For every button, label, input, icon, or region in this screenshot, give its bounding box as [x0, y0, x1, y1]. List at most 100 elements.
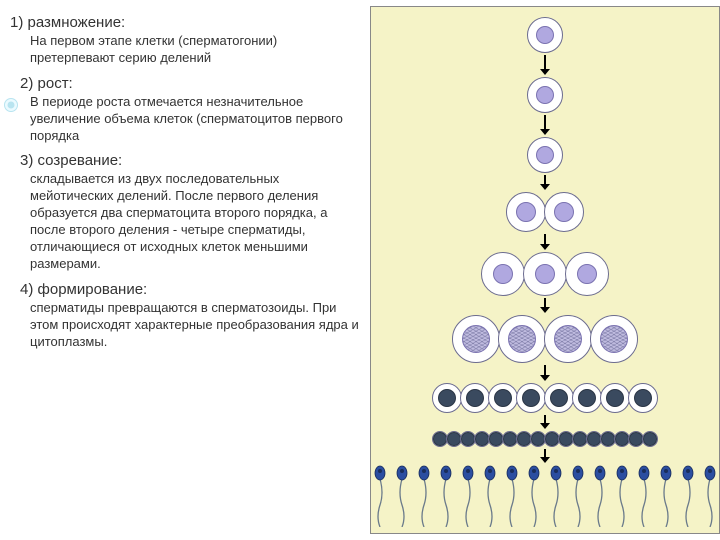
cell [527, 17, 563, 53]
stage-1-desc: На первом этапе клетки (сперматогонии) п… [30, 33, 360, 67]
arrow-down-icon [539, 365, 551, 381]
cell [642, 431, 658, 447]
sperm-cell [546, 465, 566, 525]
stage-3-desc: складывается из двух последовательных ме… [30, 171, 360, 272]
sperm-cell [370, 465, 390, 525]
nucleus [601, 432, 615, 446]
nucleus [461, 432, 475, 446]
nucleus [535, 264, 555, 284]
cell-row [371, 431, 719, 447]
nucleus [559, 432, 573, 446]
nucleus [517, 432, 531, 446]
cell-row [371, 137, 719, 173]
cell-row [371, 315, 719, 363]
cell [506, 192, 546, 232]
stage-2-desc: В периоде роста отмечается незначительно… [30, 94, 360, 145]
cell-row [371, 192, 719, 232]
arrow-down-icon [539, 298, 551, 313]
nucleus [493, 264, 513, 284]
arrow-down-icon [539, 234, 551, 250]
nucleus [554, 202, 574, 222]
arrow-down-icon [539, 55, 551, 75]
nucleus [643, 432, 657, 446]
nucleus [531, 432, 545, 446]
cell [516, 383, 546, 413]
nucleus [503, 432, 517, 446]
cell-row [371, 17, 719, 53]
cell [544, 192, 584, 232]
arrow-down-icon [539, 115, 551, 135]
cell [527, 137, 563, 173]
text-panel: 1) размножение: На первом этапе клетки (… [0, 0, 370, 540]
cell [432, 383, 462, 413]
sperm-cell [612, 465, 632, 525]
sperm-cell [414, 465, 434, 525]
sperm-cell [700, 465, 720, 525]
spermatogenesis-diagram [371, 7, 719, 533]
cell [628, 383, 658, 413]
nucleus [550, 389, 568, 407]
nucleus [629, 432, 643, 446]
cell [523, 252, 567, 296]
list-bullet [4, 98, 18, 112]
nucleus [438, 389, 456, 407]
sperm-cell [634, 465, 654, 525]
sperm-cell [678, 465, 698, 525]
stage-3-title: 3) созревание: [20, 152, 360, 169]
stage-1-title: 1) размножение: [10, 14, 360, 31]
stage-2-title: 2) рост: [20, 75, 360, 92]
nucleus [475, 432, 489, 446]
nucleus [536, 86, 554, 104]
nucleus [578, 389, 596, 407]
nucleus [536, 26, 554, 44]
cell [452, 315, 500, 363]
nucleus [462, 325, 490, 353]
sperm-cell [436, 465, 456, 525]
nucleus [508, 325, 536, 353]
cell [481, 252, 525, 296]
nucleus [489, 432, 503, 446]
stage-4-desc: сперматиды превращаются в сперматозоиды.… [30, 300, 360, 351]
stage-4-title: 4) формирование: [20, 281, 360, 298]
cell [590, 315, 638, 363]
diagram-panel [370, 6, 720, 534]
nucleus [433, 432, 447, 446]
cell [565, 252, 609, 296]
nucleus [554, 325, 582, 353]
nucleus [522, 389, 540, 407]
cell [544, 315, 592, 363]
nucleus [447, 432, 461, 446]
sperm-cell [458, 465, 478, 525]
cell-row [371, 252, 719, 296]
nucleus [606, 389, 624, 407]
nucleus [466, 389, 484, 407]
nucleus [494, 389, 512, 407]
nucleus [516, 202, 536, 222]
arrow-down-icon [539, 415, 551, 429]
nucleus [600, 325, 628, 353]
arrow-down-icon [539, 449, 551, 463]
sperm-cell [568, 465, 588, 525]
sperm-row [371, 465, 719, 525]
cell [527, 77, 563, 113]
arrow-down-icon [539, 175, 551, 190]
sperm-cell [480, 465, 500, 525]
cell [544, 383, 574, 413]
cell [572, 383, 602, 413]
nucleus [587, 432, 601, 446]
nucleus [536, 146, 554, 164]
sperm-cell [590, 465, 610, 525]
sperm-cell [656, 465, 676, 525]
sperm-cell [502, 465, 522, 525]
cell [488, 383, 518, 413]
cell-row [371, 77, 719, 113]
cell [460, 383, 490, 413]
cell [498, 315, 546, 363]
sperm-cell [524, 465, 544, 525]
nucleus [545, 432, 559, 446]
nucleus [573, 432, 587, 446]
cell-row [371, 383, 719, 413]
cell [600, 383, 630, 413]
nucleus [615, 432, 629, 446]
nucleus [634, 389, 652, 407]
